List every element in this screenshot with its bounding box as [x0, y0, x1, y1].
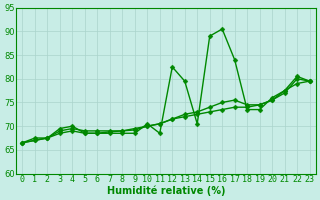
- X-axis label: Humidité relative (%): Humidité relative (%): [107, 185, 225, 196]
